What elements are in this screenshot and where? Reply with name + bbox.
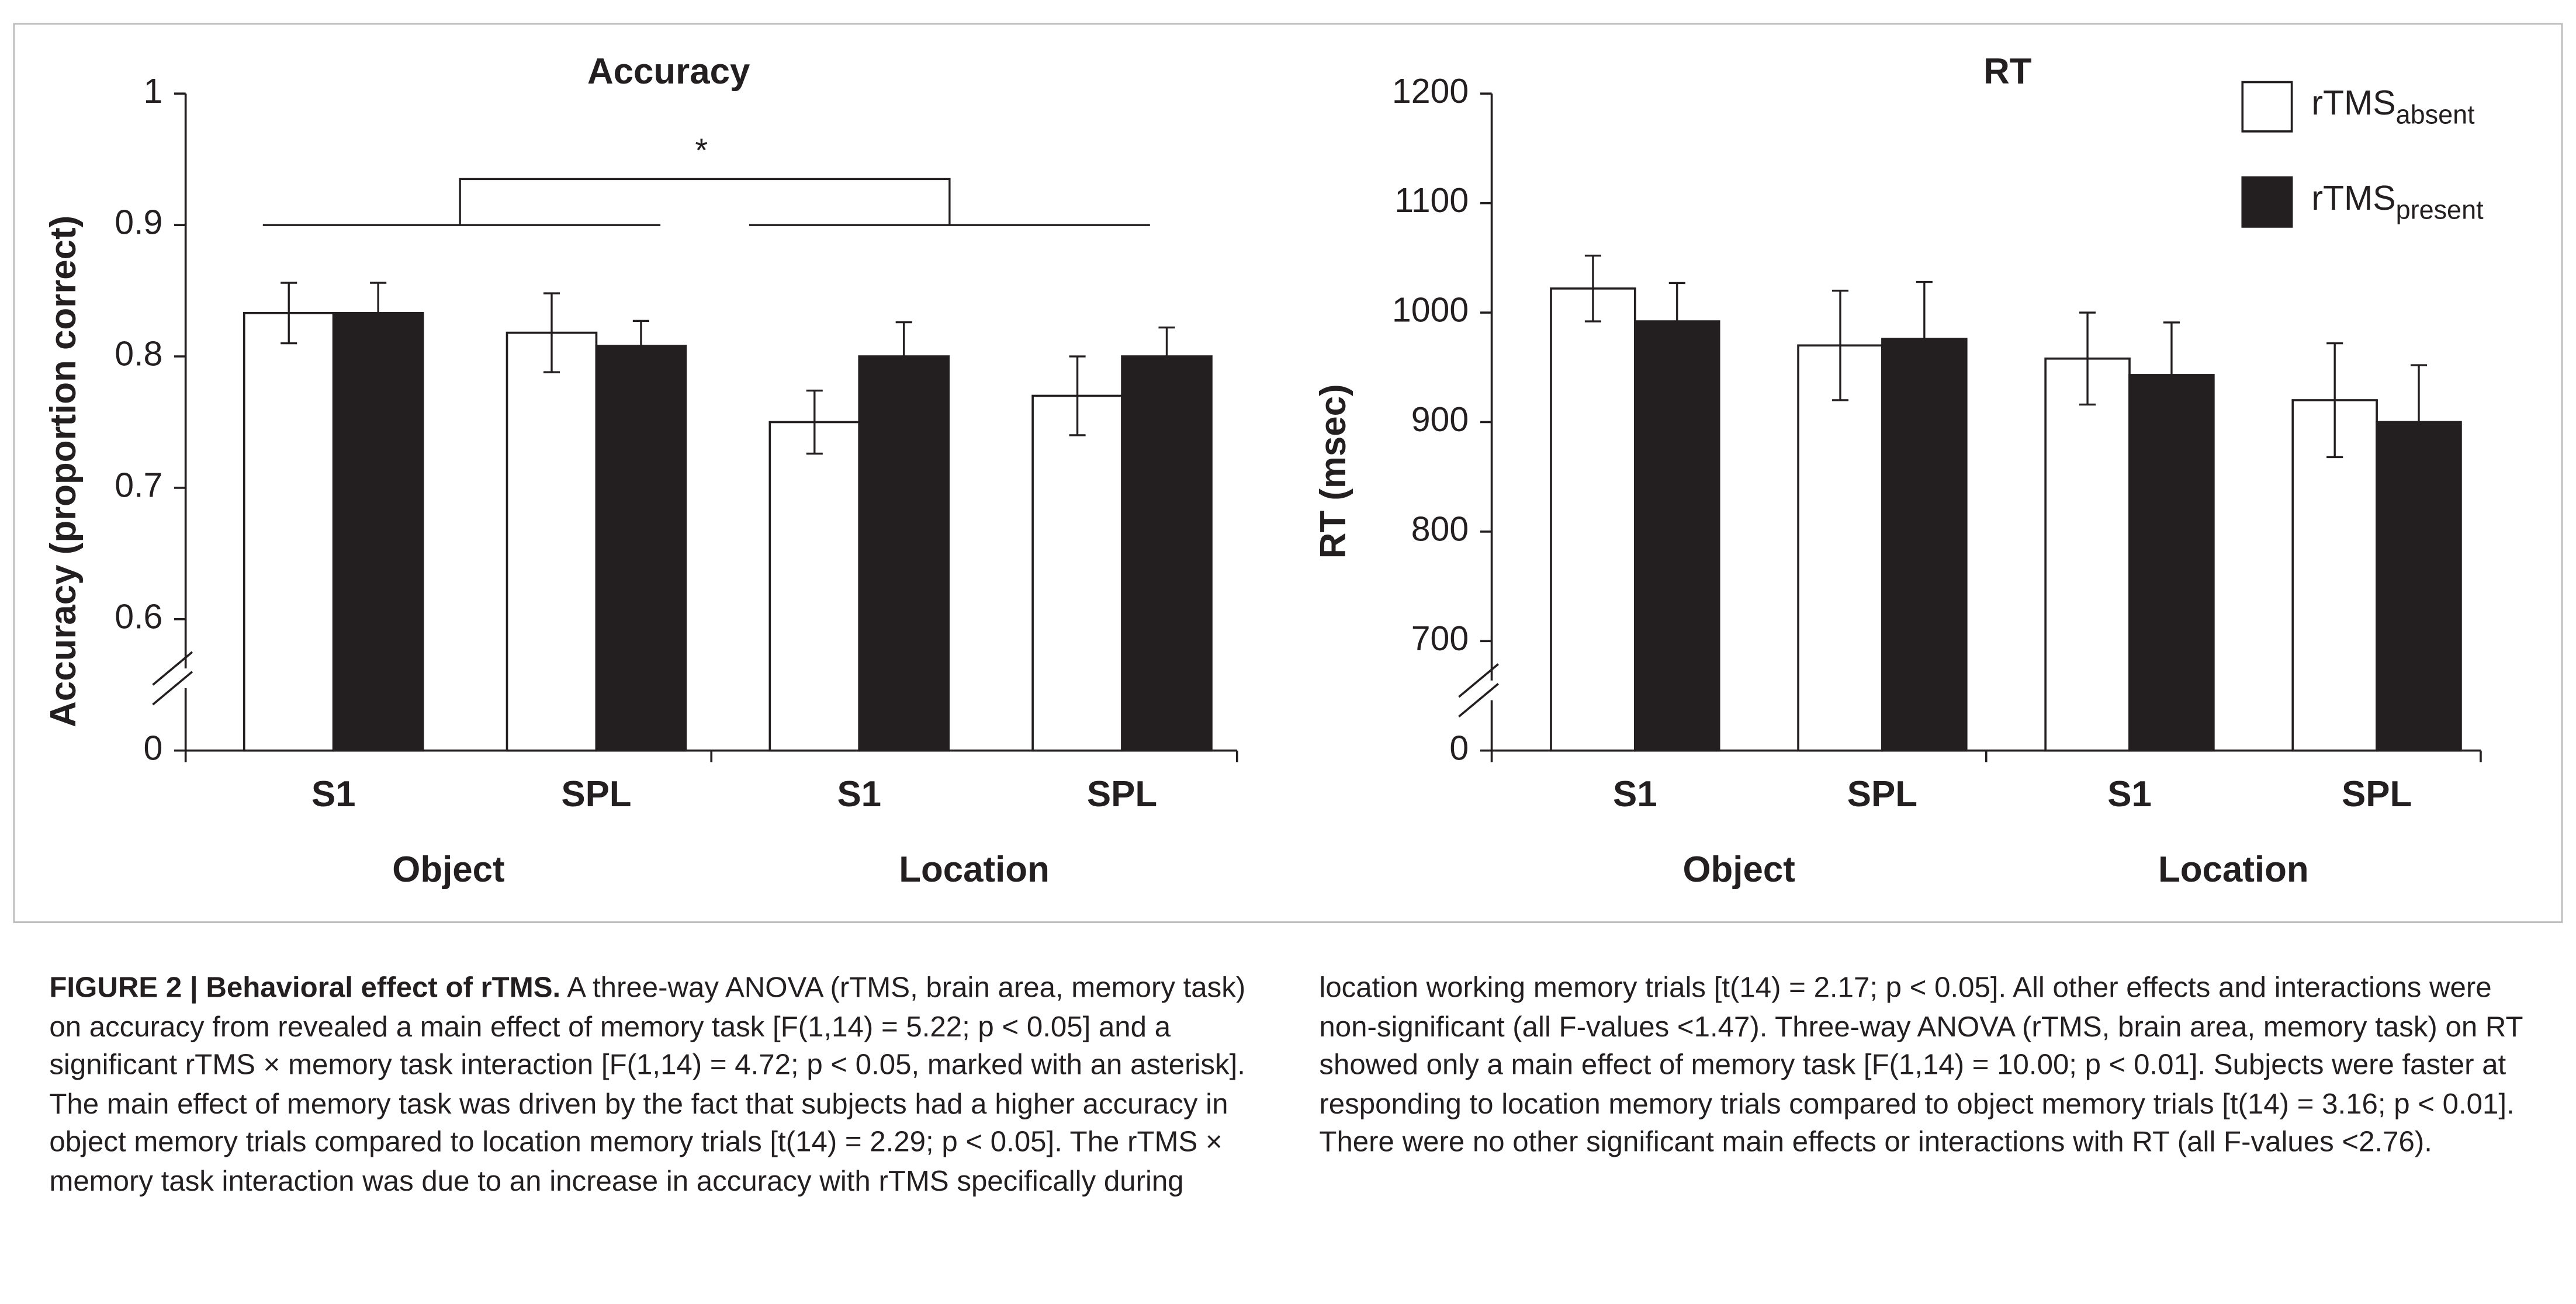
bar: [768, 421, 861, 752]
x-group-label: Object: [392, 849, 504, 890]
legend-name: rTMS: [2311, 84, 2395, 122]
bar: [2044, 357, 2131, 752]
legend-subscript: absent: [2396, 99, 2475, 129]
bar: [1634, 320, 1720, 752]
legend-label: rTMSpresent: [2311, 179, 2484, 225]
legend-swatch: [2241, 176, 2293, 228]
y-tick-label: 1000: [1392, 291, 1469, 330]
error-bar: [2079, 311, 2096, 406]
x-group-label: Location: [2158, 849, 2309, 890]
bar: [505, 331, 598, 752]
bar: [2291, 399, 2378, 752]
bar: [1881, 338, 1968, 752]
error-bar: [543, 292, 560, 373]
error-bar: [1069, 355, 1086, 436]
x-tick-label: S1: [2107, 774, 2152, 814]
bar: [858, 355, 950, 752]
x-group-label: Location: [899, 849, 1050, 890]
error-bar: [281, 282, 297, 345]
error-bar: [806, 389, 823, 455]
y-tick-label: 0.6: [115, 597, 162, 636]
axis-break: [152, 671, 193, 706]
significance-bracket: [262, 178, 1150, 226]
y-tick-label: 700: [1411, 619, 1469, 658]
legend-label: rTMSabsent: [2311, 84, 2475, 130]
axis-break: [1458, 663, 1499, 698]
legend-subscript: present: [2396, 195, 2484, 225]
error-bar: [1831, 289, 1849, 401]
bar: [595, 345, 687, 752]
caption-label: FIGURE 2 | Behavioral effect of rTMS.: [49, 970, 561, 1004]
x-tick-label: SPL: [561, 774, 631, 814]
significance-marker: *: [695, 131, 708, 168]
bar: [1031, 394, 1123, 752]
y-tick-label: 0.8: [115, 335, 162, 373]
caption: FIGURE 2 | Behavioral effect of rTMS. A …: [49, 969, 2530, 1202]
bar: [1797, 344, 1883, 752]
bar: [1550, 287, 1636, 752]
y-tick-label: 900: [1411, 400, 1469, 439]
x-tick-label: S1: [311, 774, 356, 814]
error-bar: [1916, 280, 1933, 397]
charts: Accuracy Accuracy (proportion correct) 0 0.…: [43, 51, 2484, 890]
error-bar: [2410, 364, 2428, 480]
x-group-label: Object: [1682, 849, 1795, 890]
y-tick-label: 0.9: [115, 203, 162, 242]
bar: [243, 311, 335, 752]
error-bar: [632, 320, 649, 372]
error-bar: [1158, 326, 1175, 387]
error-bar: [370, 282, 387, 345]
axis-break: [152, 651, 193, 686]
x-tick-label: SPL: [1087, 774, 1157, 814]
legend-swatch: [2241, 81, 2293, 133]
bar: [332, 311, 424, 752]
error-bar: [895, 321, 912, 392]
x-tick-label: SPL: [1847, 774, 1917, 814]
bar: [1121, 355, 1213, 752]
y-tick-label: 1100: [1394, 181, 1469, 220]
y-tick-label: 800: [1411, 509, 1469, 548]
y-tick-label: 0: [143, 729, 162, 767]
chart-title: Accuracy: [587, 51, 750, 92]
error-bar: [2163, 321, 2180, 429]
chart-title: RT: [1983, 51, 2032, 92]
axis-break: [1458, 682, 1499, 718]
y-tick-label: 0.7: [115, 466, 162, 505]
y-tick-label: 0: [1449, 729, 1469, 767]
error-bar: [1584, 254, 1601, 322]
caption-text: A three-way ANOVA (rTMS, brain area, mem…: [49, 970, 2523, 1198]
y-tick-label: 1200: [1392, 72, 1469, 110]
y-axis-label: RT (msec): [1313, 384, 1353, 559]
error-bar: [1668, 282, 1685, 361]
y-tick-label: 1: [143, 72, 162, 110]
figure-frame: [13, 23, 2563, 923]
x-tick-label: SPL: [2342, 774, 2412, 814]
error-bar: [2326, 342, 2343, 459]
x-tick-label: S1: [837, 774, 881, 814]
y-axis-label: Accuracy (proportion correct): [43, 216, 84, 727]
legend-name: rTMS: [2311, 179, 2395, 217]
bar: [2128, 374, 2215, 752]
x-tick-label: S1: [1613, 774, 1657, 814]
